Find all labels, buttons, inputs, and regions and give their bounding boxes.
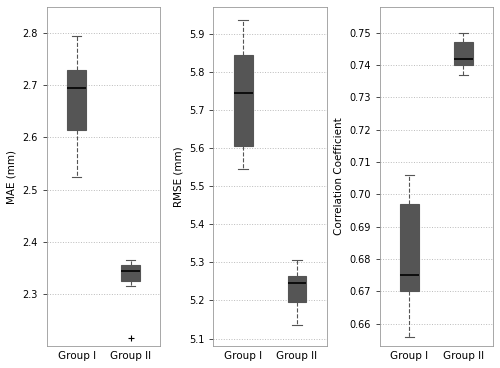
Y-axis label: MAE (mm): MAE (mm) xyxy=(7,149,17,204)
PathPatch shape xyxy=(67,70,86,130)
Y-axis label: Correlation Coefficient: Correlation Coefficient xyxy=(334,118,344,236)
PathPatch shape xyxy=(454,42,473,65)
PathPatch shape xyxy=(288,276,306,302)
PathPatch shape xyxy=(400,204,419,291)
PathPatch shape xyxy=(121,265,140,281)
Y-axis label: RMSE (mm): RMSE (mm) xyxy=(174,146,184,207)
PathPatch shape xyxy=(234,54,252,146)
